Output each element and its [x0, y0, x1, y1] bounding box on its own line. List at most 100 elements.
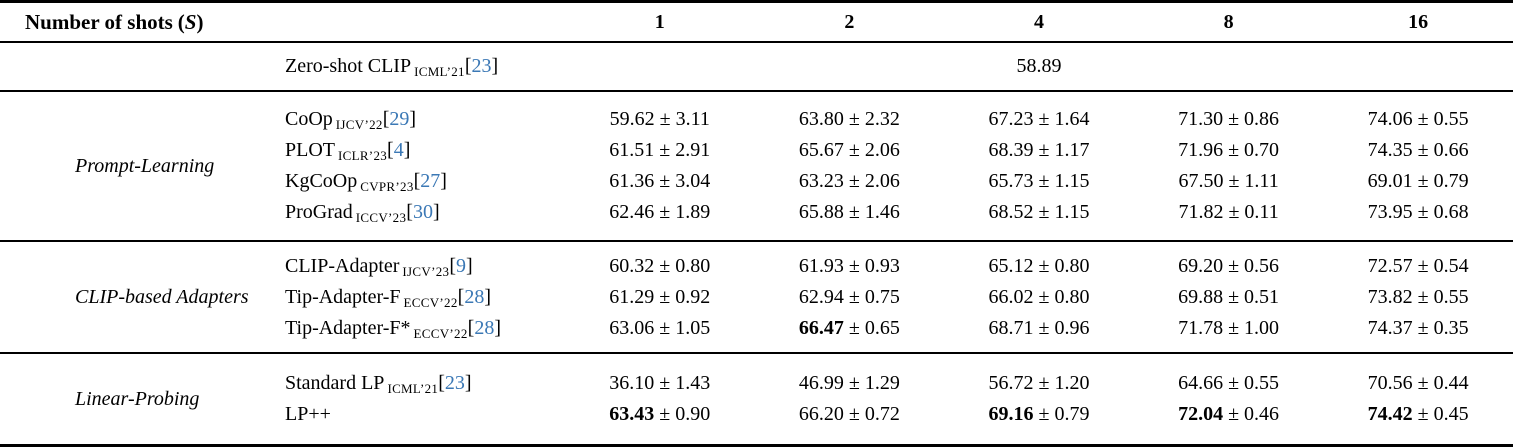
score-value: 68.52: [988, 201, 1034, 223]
score-cell: 69.01 ± 0.79: [1323, 170, 1513, 193]
score-std: ± 3.04: [654, 170, 711, 192]
score-value: 61.29: [609, 285, 655, 308]
venue-label: ICLR’23: [338, 148, 388, 163]
header-paren-open: (: [177, 9, 185, 34]
citation-bracket: ]: [409, 108, 417, 130]
score-std: ± 1.64: [1033, 108, 1090, 130]
citation-bracket: [: [449, 254, 456, 277]
score-std: ± 0.66: [1412, 139, 1469, 161]
score-std: ± 0.92: [654, 285, 711, 308]
score-cell: 72.57 ± 0.54: [1323, 255, 1513, 278]
method-cell-tip-adapter-f: Tip-Adapter-F* ECCV’22[28]: [280, 316, 565, 341]
score-value: 71.96: [1178, 139, 1224, 161]
score-cell: 62.46 ± 1.89: [565, 201, 755, 224]
table-header-row: Number of shots (S) 1 2 4 8 16: [0, 3, 1513, 43]
score-value: 36.10: [609, 372, 655, 394]
citation-bracket: [: [457, 285, 465, 308]
score-std: ± 3.11: [654, 108, 710, 130]
method-cell-clip-adapter: CLIP-Adapter IJCV’23[9]: [280, 254, 565, 279]
score-std: ± 1.20: [1033, 372, 1090, 394]
score-cell: 67.23 ± 1.64: [944, 108, 1134, 131]
score-value: 66.47: [798, 316, 844, 339]
citation-bracket: [: [382, 108, 390, 130]
score-cell: 74.42 ± 0.45: [1323, 403, 1513, 426]
citation-bracket: ]: [465, 254, 473, 277]
score-cell: 61.29 ± 0.92: [565, 286, 755, 309]
method-group-clip-based-adapters: CLIP-based Adapters CLIP-Adapter IJCV’23[9…: [0, 242, 1513, 354]
group-label-clip-based-adapters: CLIP-based Adapters: [75, 285, 249, 308]
citation-link[interactable]: 28: [464, 285, 485, 308]
score-cell: 60.32 ± 0.80: [565, 255, 755, 278]
citation-link[interactable]: 28: [474, 316, 495, 339]
citation-bracket: [: [438, 372, 445, 394]
score-value: 73.82: [1367, 285, 1413, 308]
citation-link[interactable]: 9: [455, 254, 466, 277]
citation-link[interactable]: 27: [420, 170, 441, 192]
citation-link[interactable]: 23: [471, 55, 492, 77]
score-cell: 65.88 ± 1.46: [755, 201, 945, 224]
score-value: 69.01: [1367, 170, 1413, 192]
score-std: ± 0.96: [1033, 316, 1090, 339]
score-value: 70.56: [1367, 372, 1413, 394]
score-cell: 63.23 ± 2.06: [755, 170, 945, 193]
score-value: 64.66: [1178, 372, 1224, 394]
score-value: 68.71: [988, 316, 1034, 339]
group-label-prompt-learning: Prompt-Learning: [75, 154, 215, 177]
score-std: ± 0.79: [1412, 170, 1469, 192]
score-std: ± 1.29: [843, 372, 900, 394]
column-header-shots-16: 16: [1408, 10, 1429, 33]
score-value: 71.82: [1178, 201, 1224, 223]
citation-link[interactable]: 30: [412, 201, 433, 223]
score-std: ± 1.00: [1223, 316, 1280, 339]
score-value: 68.39: [988, 139, 1034, 161]
score-std: ± 0.54: [1412, 254, 1469, 277]
score-cell: 63.06 ± 1.05: [565, 317, 755, 340]
group-rows-prompt-learning: CoOp IJCV’22[29] 59.62 ± 3.11 63.80 ± 2.32 6…: [280, 92, 1513, 240]
venue-label: ICCV’23: [355, 210, 407, 225]
method-row-clip-adapter: CLIP-Adapter IJCV’23[9] 60.32 ± 0.80 61.93 …: [280, 251, 1513, 282]
method-label: LP++: [285, 403, 331, 425]
score-std: ± 0.56: [1223, 254, 1280, 277]
score-std: ± 1.05: [654, 316, 711, 339]
venue-label: ECCV’22: [413, 325, 468, 341]
score-cell: 56.72 ± 1.20: [944, 372, 1134, 395]
score-value: 74.35: [1367, 139, 1413, 161]
method-row-tip-adapter-f: Tip-Adapter-F* ECCV’22[28] 63.06 ± 1.05 66.…: [280, 313, 1513, 344]
score-value: 72.57: [1367, 254, 1413, 277]
citation-link[interactable]: 4: [393, 139, 404, 161]
score-value: 61.51: [609, 139, 655, 161]
method-label: CLIP-Adapter: [285, 254, 400, 277]
method-cell-kgcoop: KgCoOp CVPR’23[27]: [280, 170, 565, 194]
venue-label: CVPR’23: [360, 179, 414, 194]
score-value: 72.04: [1178, 403, 1224, 425]
method-cell-prograd: ProGrad ICCV’23[30]: [280, 201, 565, 225]
citation-bracket: [: [467, 316, 475, 339]
citation-link[interactable]: 29: [389, 108, 410, 130]
score-value: 65.67: [798, 139, 844, 161]
score-cell: 63.80 ± 2.32: [755, 108, 945, 131]
score-std: ± 0.86: [1223, 108, 1280, 130]
score-cell: 69.16 ± 0.79: [944, 403, 1134, 426]
score-value: 71.78: [1178, 316, 1224, 339]
method-cell-standard-lp: Standard LP ICML’21[23]: [280, 372, 565, 396]
citation-bracket: ]: [432, 201, 440, 223]
method-label: KgCoOp: [285, 170, 358, 192]
method-label: PLOT: [285, 139, 335, 161]
table-title: Number of shots (S): [0, 10, 565, 35]
header-label: Number of shots: [25, 9, 173, 34]
group-label-linear-probing: Linear-Probing: [75, 387, 200, 410]
method-row-kgcoop: KgCoOp CVPR’23[27] 61.36 ± 3.04 63.23 ± 2.0…: [280, 166, 1513, 197]
score-std: ± 1.17: [1033, 139, 1090, 161]
method-row-tip-adapter-f: Tip-Adapter-F ECCV’22[28] 61.29 ± 0.92 62.9…: [280, 282, 1513, 313]
score-value: 59.62: [609, 108, 655, 130]
score-value: 65.88: [798, 201, 844, 223]
score-value: 63.06: [609, 316, 655, 339]
score-cell: 68.52 ± 1.15: [944, 201, 1134, 224]
score-value: 60.32: [609, 254, 655, 277]
score-std: ± 1.89: [654, 201, 711, 223]
method-group-prompt-learning: Prompt-Learning CoOp IJCV’22[29] 59.62 ± 3.…: [0, 92, 1513, 242]
score-value: 61.36: [609, 170, 655, 192]
score-cell: 65.67 ± 2.06: [755, 139, 945, 162]
score-std: ± 2.06: [843, 139, 900, 161]
citation-link[interactable]: 23: [444, 372, 465, 394]
